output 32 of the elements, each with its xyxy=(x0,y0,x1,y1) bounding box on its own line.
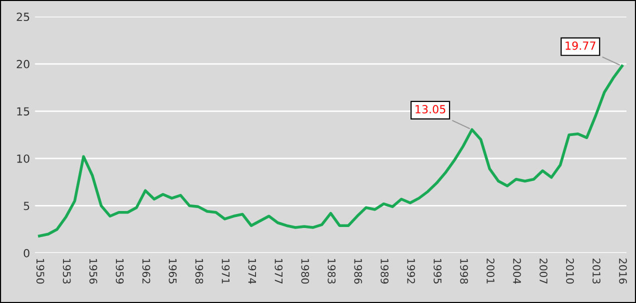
x-tick-label: 1980 xyxy=(301,259,310,284)
x-tick-label: 1950 xyxy=(36,259,44,284)
line-series xyxy=(38,64,624,238)
x-tick-label: 2001 xyxy=(486,258,494,284)
x-tick-label: 2013 xyxy=(592,258,600,284)
x-tick-label: 1977 xyxy=(274,259,283,284)
y-tick-label: 10 xyxy=(17,154,30,163)
x-tick-label: 1992 xyxy=(407,259,416,284)
x-tick-label: 2016 xyxy=(619,258,627,284)
x-tick-label: 1968 xyxy=(195,259,204,284)
y-tick-label: 5 xyxy=(24,202,30,210)
x-tick-label: 1953 xyxy=(62,259,71,284)
x-tick-label: 2004 xyxy=(513,258,521,284)
y-tick-label: 0 xyxy=(24,248,30,258)
x-tick-label: 2007 xyxy=(540,258,548,284)
y-tick-label: 25 xyxy=(16,12,30,22)
x-tick-label: 2010 xyxy=(566,258,574,284)
data-label: 19.77 xyxy=(566,41,596,50)
x-tick-label: 1983 xyxy=(328,259,336,284)
x-tick-label: 1965 xyxy=(168,259,177,284)
y-tick-label: 15 xyxy=(17,107,30,116)
data-label: 13.05 xyxy=(416,105,446,114)
x-tick-label: 1971 xyxy=(222,259,230,284)
x-tick-label: 1989 xyxy=(380,259,389,284)
x-tick-label: 1998 xyxy=(460,259,468,284)
x-tick-label: 1962 xyxy=(142,259,150,284)
x-tick-label: 1986 xyxy=(354,259,362,284)
x-tick-label: 1995 xyxy=(434,259,442,284)
x-tick-label: 1974 xyxy=(248,259,256,284)
y-tick-label: 20 xyxy=(16,60,30,68)
x-tick-label: 1959 xyxy=(116,259,124,284)
x-tick-label: 1956 xyxy=(89,259,98,284)
